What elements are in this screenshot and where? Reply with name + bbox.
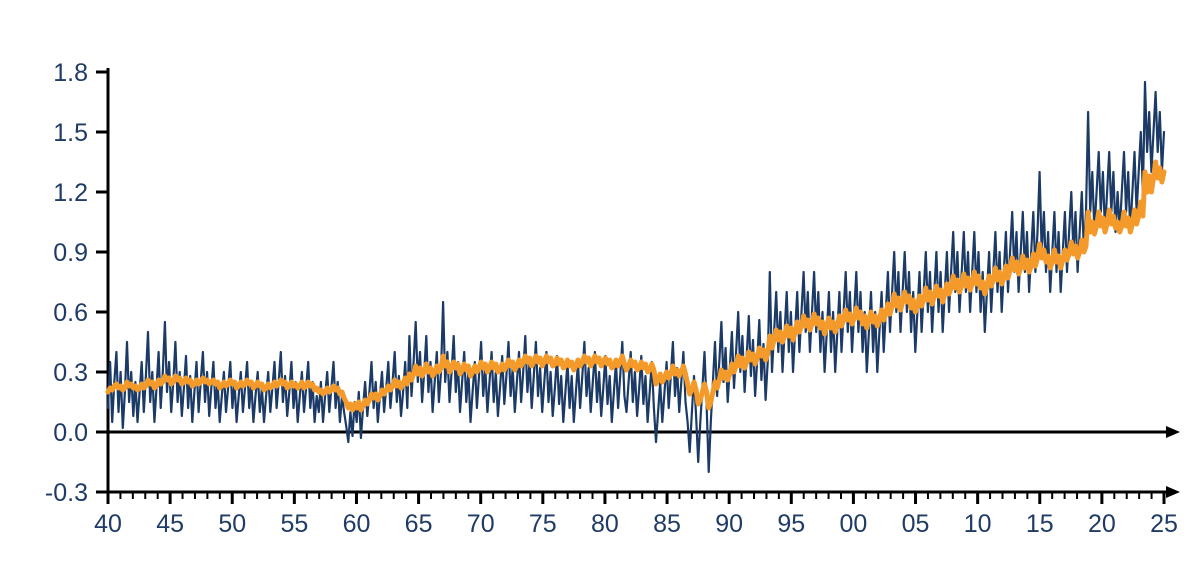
y-tick-label: 1.5 bbox=[53, 119, 88, 147]
x-tick-label: 60 bbox=[343, 510, 371, 538]
x-tick-label: 85 bbox=[653, 510, 681, 538]
y-tick-label: 1.8 bbox=[53, 59, 88, 87]
y-tick-label: 0.0 bbox=[53, 419, 88, 447]
plot-bg bbox=[0, 0, 1200, 576]
x-tick-label: 95 bbox=[777, 510, 805, 538]
y-tick-label: -0.3 bbox=[45, 479, 88, 507]
y-tick-label: 1.2 bbox=[53, 179, 88, 207]
x-tick-label: 10 bbox=[964, 510, 992, 538]
x-tick-label: 20 bbox=[1088, 510, 1116, 538]
x-tick-label: 15 bbox=[1026, 510, 1054, 538]
y-tick-label: 0.3 bbox=[53, 359, 88, 387]
x-tick-label: 40 bbox=[94, 510, 122, 538]
x-tick-label: 05 bbox=[902, 510, 930, 538]
x-tick-label: 80 bbox=[591, 510, 619, 538]
x-tick-label: 50 bbox=[218, 510, 246, 538]
chart-svg: -0.3 0.0 0.3 0.6 0.9 1.2 1.5 1.8 40 45 50 55 60 65 70 7… bbox=[0, 0, 1200, 576]
x-tick-label: 55 bbox=[280, 510, 308, 538]
y-tick-label: 0.9 bbox=[53, 239, 88, 267]
x-tick-label: 90 bbox=[715, 510, 743, 538]
y-tick-label: 0.6 bbox=[53, 299, 88, 327]
x-tick-label: 25 bbox=[1150, 510, 1178, 538]
x-tick-label: 45 bbox=[156, 510, 184, 538]
x-tick-label: 70 bbox=[467, 510, 495, 538]
x-tick-label: 00 bbox=[840, 510, 868, 538]
x-tick-label: 75 bbox=[529, 510, 557, 538]
chart-container: Degrees C, yellow line is 12 month trail… bbox=[0, 0, 1200, 576]
x-tick-label: 65 bbox=[405, 510, 433, 538]
